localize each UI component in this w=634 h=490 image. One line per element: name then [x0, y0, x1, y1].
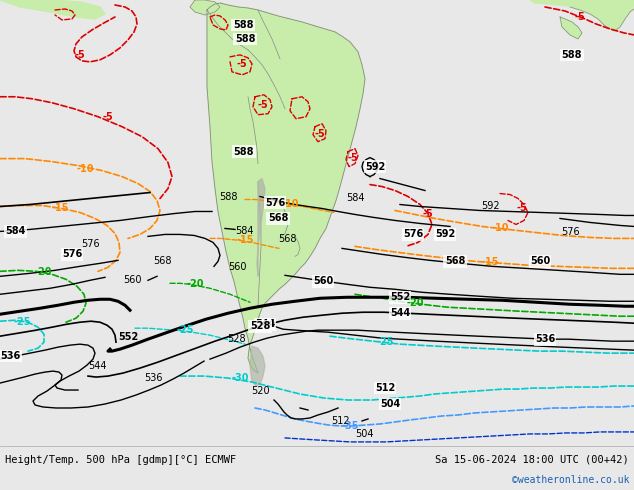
Text: 576: 576 [403, 229, 423, 240]
Text: 536: 536 [535, 334, 555, 344]
Text: 584: 584 [346, 193, 365, 202]
Text: -5: -5 [257, 100, 268, 110]
Text: -5: -5 [574, 12, 585, 22]
Text: -25: -25 [13, 317, 31, 327]
Text: -15: -15 [236, 235, 254, 245]
Text: 504: 504 [380, 399, 400, 409]
Text: 576: 576 [62, 249, 82, 259]
Text: Sa 15-06-2024 18:00 UTC (00+42): Sa 15-06-2024 18:00 UTC (00+42) [436, 455, 629, 465]
Text: 528: 528 [228, 334, 247, 344]
Polygon shape [570, 7, 634, 31]
Text: 584: 584 [235, 226, 253, 237]
Text: 552: 552 [118, 332, 138, 342]
Polygon shape [0, 0, 105, 19]
Text: 576: 576 [560, 227, 579, 238]
Text: -15: -15 [51, 203, 68, 214]
Text: 568: 568 [278, 234, 296, 245]
Text: 512: 512 [331, 416, 349, 426]
Text: -25: -25 [176, 325, 194, 335]
Text: 568: 568 [153, 256, 171, 267]
Text: 512: 512 [375, 383, 395, 393]
Text: 552: 552 [390, 292, 410, 302]
Text: -5: -5 [103, 112, 113, 122]
Text: -10: -10 [281, 199, 299, 210]
Text: 560: 560 [530, 256, 550, 267]
Text: 520: 520 [250, 386, 269, 396]
Text: -5: -5 [347, 152, 358, 163]
Polygon shape [250, 346, 265, 386]
Text: 528: 528 [250, 321, 270, 331]
Text: ©weatheronline.co.uk: ©weatheronline.co.uk [512, 475, 629, 485]
Text: 544: 544 [390, 308, 410, 318]
Text: 588: 588 [235, 34, 256, 44]
Text: 504: 504 [355, 429, 373, 439]
Text: -25: -25 [376, 337, 394, 347]
Text: 592: 592 [365, 162, 385, 172]
Text: 584: 584 [5, 226, 25, 237]
Text: -15: -15 [481, 257, 499, 268]
Text: -5: -5 [236, 59, 247, 69]
Text: -5: -5 [423, 209, 434, 220]
Text: -20: -20 [406, 298, 424, 308]
Text: 576: 576 [81, 240, 100, 249]
Text: Height/Temp. 500 hPa [gdmp][°C] ECMWF: Height/Temp. 500 hPa [gdmp][°C] ECMWF [5, 455, 236, 465]
Polygon shape [190, 0, 220, 15]
Text: -20: -20 [186, 279, 204, 289]
Polygon shape [207, 3, 365, 373]
Text: -30: -30 [231, 373, 249, 383]
Text: 588: 588 [562, 50, 582, 60]
Text: 560: 560 [123, 275, 141, 285]
Text: 568: 568 [268, 214, 288, 223]
Text: -10: -10 [76, 164, 94, 173]
Text: -5: -5 [75, 50, 86, 60]
Text: 544: 544 [255, 319, 275, 329]
Text: 568: 568 [445, 256, 465, 267]
Text: 536: 536 [0, 351, 20, 361]
Polygon shape [257, 178, 265, 276]
Text: -20: -20 [34, 268, 52, 277]
Text: 560: 560 [313, 276, 333, 286]
Text: -5: -5 [314, 129, 325, 139]
Text: 588: 588 [233, 20, 253, 30]
Text: -35: -35 [341, 421, 359, 431]
Polygon shape [560, 17, 582, 39]
Text: 592: 592 [435, 229, 455, 240]
Text: -10: -10 [491, 223, 508, 233]
Text: 592: 592 [481, 201, 500, 212]
Text: 576: 576 [265, 197, 285, 207]
Text: 560: 560 [228, 262, 246, 272]
Text: 588: 588 [219, 192, 237, 201]
Text: 544: 544 [87, 361, 107, 371]
Text: 588: 588 [234, 147, 254, 157]
Text: -5: -5 [517, 203, 527, 214]
Polygon shape [530, 0, 634, 11]
Text: 536: 536 [144, 373, 162, 383]
